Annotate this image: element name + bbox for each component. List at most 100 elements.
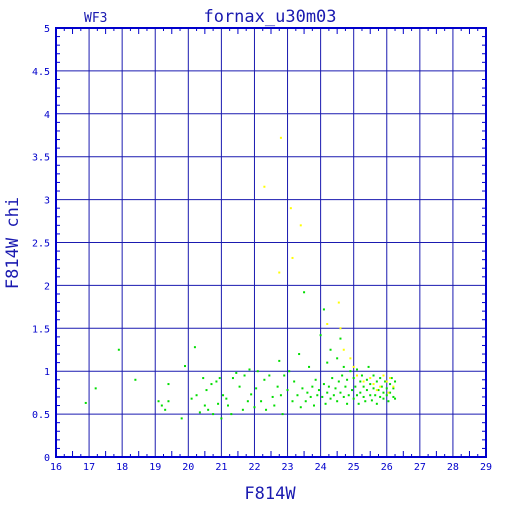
x-tick-label: 22 — [248, 462, 260, 473]
green-point — [202, 377, 205, 380]
green-point — [339, 391, 342, 394]
green-point — [268, 374, 271, 377]
green-point — [342, 395, 345, 398]
green-point — [341, 374, 344, 377]
yellow-point — [379, 385, 382, 388]
green-point — [286, 389, 289, 392]
green-point — [256, 370, 259, 373]
green-point — [279, 394, 282, 397]
x-tick-label: 23 — [282, 462, 294, 473]
green-point — [390, 377, 393, 380]
green-point — [241, 408, 244, 411]
green-point — [215, 380, 218, 383]
yellow-point — [342, 348, 345, 351]
green-point — [212, 413, 215, 416]
green-point — [382, 397, 385, 400]
green-point — [167, 383, 170, 386]
green-point — [357, 402, 360, 405]
green-point — [389, 383, 392, 386]
green-point — [365, 378, 368, 381]
x-tick-label: 25 — [348, 462, 360, 473]
x-axis-label: F814W — [244, 484, 296, 504]
yellow-point — [291, 256, 294, 259]
green-point — [222, 394, 225, 397]
y-tick-label: 4 — [44, 110, 50, 121]
green-point — [329, 348, 332, 351]
green-point — [352, 397, 355, 400]
x-tick-label: 19 — [149, 462, 161, 473]
green-point — [352, 377, 355, 380]
green-point — [225, 397, 228, 400]
green-point — [198, 411, 201, 414]
yellow-point — [389, 377, 392, 380]
green-point — [220, 417, 223, 420]
x-tick-label: 29 — [480, 462, 492, 473]
green-point — [351, 389, 354, 392]
yellow-point — [279, 136, 282, 139]
green-point — [336, 400, 339, 403]
y-tick-label: 4.5 — [32, 67, 50, 78]
yellow-point — [299, 224, 302, 227]
green-point — [326, 361, 329, 364]
green-point — [375, 402, 378, 405]
green-point — [210, 383, 213, 386]
green-point — [306, 391, 309, 394]
y-axis-label: F814W chi — [3, 197, 23, 289]
green-point — [382, 391, 385, 394]
green-point — [193, 346, 196, 349]
green-point — [322, 383, 325, 386]
green-point — [260, 400, 263, 403]
green-point — [347, 394, 350, 397]
yellow-point — [326, 323, 329, 326]
green-point — [370, 399, 373, 402]
green-point — [337, 380, 340, 383]
green-point — [235, 371, 238, 374]
green-point — [356, 394, 358, 397]
yellow-point — [392, 385, 395, 388]
green-point — [167, 400, 170, 403]
y-tick-label: 1.5 — [32, 324, 50, 335]
x-tick-label: 21 — [215, 462, 227, 473]
green-point — [314, 378, 317, 381]
green-point — [227, 404, 229, 407]
yellow-point — [289, 207, 292, 210]
green-point — [380, 385, 383, 388]
green-point — [203, 404, 206, 407]
yellow-point — [362, 380, 365, 383]
green-point — [362, 385, 365, 388]
y-tick-labels: 0 0.5 1 1.5 2 2.5 3 3.5 4 4.5 5 — [32, 24, 50, 464]
green-point — [392, 387, 395, 390]
y-tick-label: 0.5 — [32, 410, 50, 421]
green-point — [288, 370, 291, 373]
green-point — [377, 389, 380, 392]
green-point — [334, 387, 337, 390]
green-point — [346, 402, 349, 405]
x-tick-label: 28 — [447, 462, 459, 473]
green-point — [369, 383, 372, 386]
green-point — [327, 385, 330, 388]
green-point — [299, 406, 302, 409]
x-tick-label: 17 — [83, 462, 95, 473]
green-point — [379, 377, 382, 380]
y-tick-label: 3.5 — [32, 153, 50, 164]
yellow-point — [385, 380, 388, 383]
x-tick-label: 27 — [414, 462, 426, 473]
green-point — [317, 389, 320, 392]
green-point — [385, 394, 388, 397]
green-point — [344, 385, 347, 388]
green-point — [332, 394, 335, 397]
green-point — [190, 397, 193, 400]
green-point — [296, 394, 299, 397]
green-point — [316, 394, 319, 397]
yellow-point — [382, 374, 385, 377]
green-point — [246, 400, 249, 403]
green-point — [321, 395, 324, 398]
green-point — [336, 357, 339, 360]
green-point — [308, 365, 311, 368]
green-point — [298, 353, 301, 356]
chart-title: fornax_u30m03 — [203, 7, 336, 27]
green-point — [276, 385, 279, 388]
yellow-point — [356, 374, 358, 377]
green-point — [134, 378, 137, 381]
green-point — [379, 395, 382, 398]
